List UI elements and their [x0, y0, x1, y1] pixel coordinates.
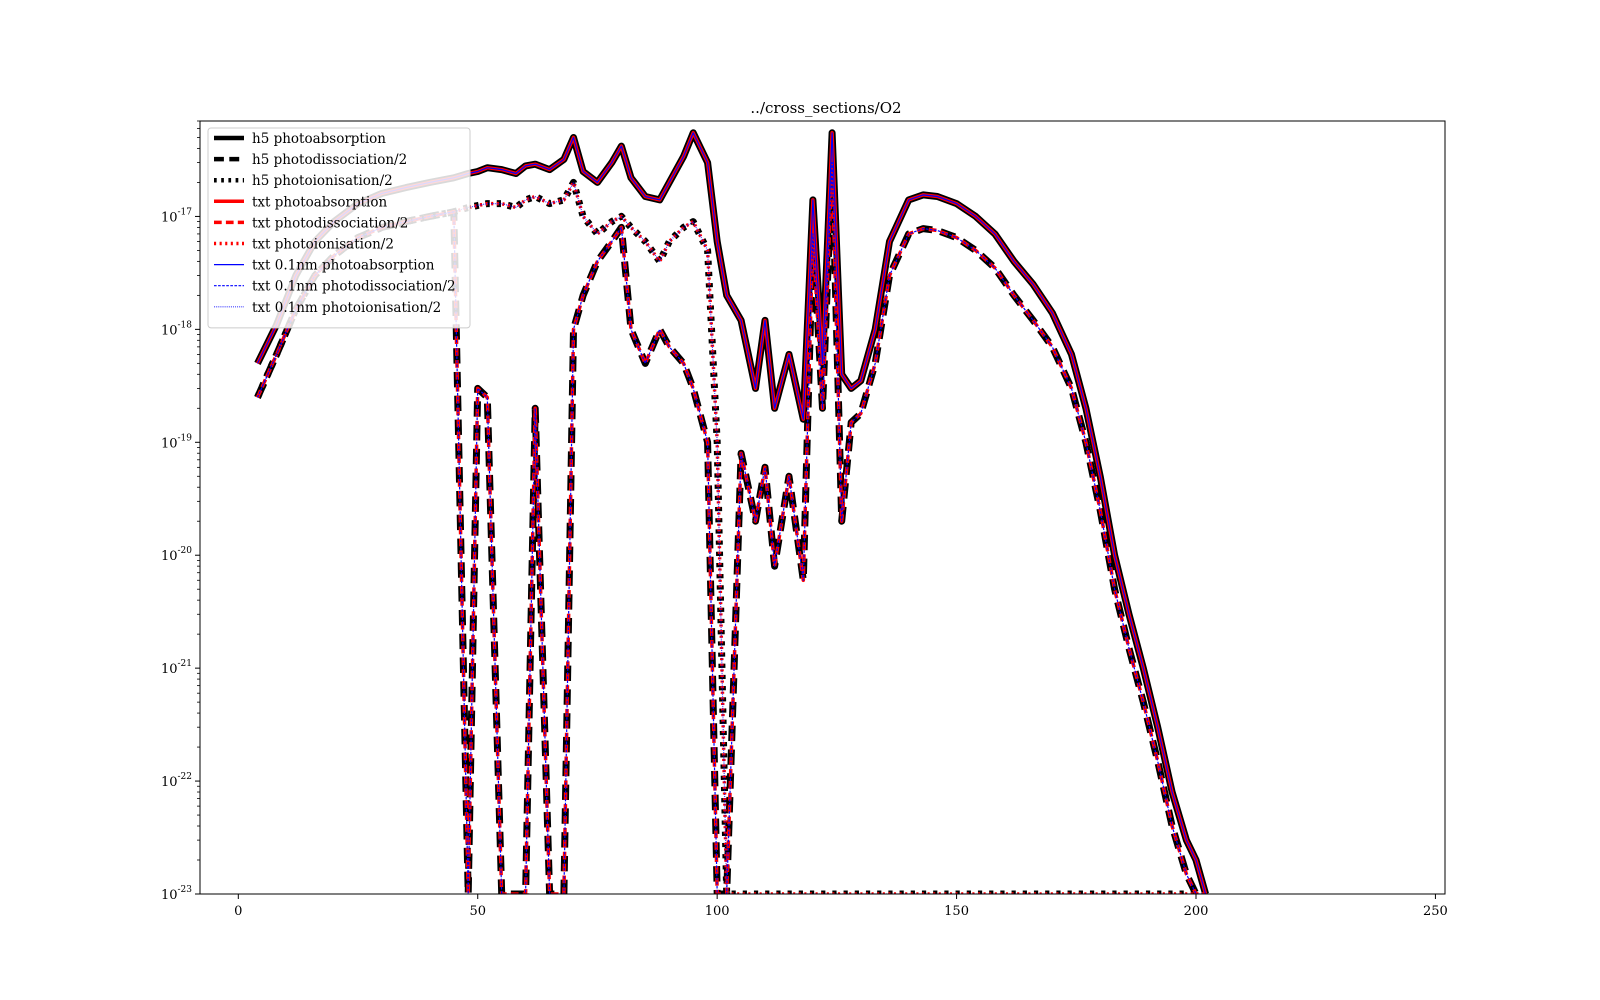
x-tick-label: 0 — [234, 904, 242, 919]
x-tick-label: 100 — [705, 904, 730, 919]
x-tick-label: 150 — [944, 904, 969, 919]
x-tick-label: 250 — [1423, 904, 1448, 919]
y-tick-label: 10-17 — [161, 207, 192, 225]
legend-label: h5 photoionisation/2 — [252, 173, 393, 189]
legend-label: h5 photoabsorption — [252, 131, 386, 147]
y-tick-label: 10-18 — [161, 320, 192, 338]
legend-label: txt 0.1nm photoionisation/2 — [252, 300, 441, 316]
legend-label: txt photoionisation/2 — [252, 237, 394, 253]
y-tick-label: 10-22 — [161, 772, 192, 790]
legend-label: txt 0.1nm photodissociation/2 — [252, 279, 456, 295]
y-tick-label: 10-23 — [161, 885, 192, 903]
legend-label: txt 0.1nm photoabsorption — [252, 258, 435, 274]
series-layer — [254, 129, 1209, 894]
chart-title: ../cross_sections/O2 — [750, 99, 901, 117]
y-tick-label: 10-19 — [161, 433, 192, 451]
y-tick-label: 10-20 — [161, 546, 192, 564]
x-tick-label: 200 — [1184, 904, 1209, 919]
series-line-8 — [256, 162, 1206, 894]
axes-frame — [199, 120, 1446, 895]
legend-label: h5 photodissociation/2 — [252, 152, 407, 168]
legend-box — [207, 127, 471, 329]
x-axis: 0 50 100 150 200 250 — [234, 894, 1448, 919]
x-tick-label: 50 — [469, 904, 486, 919]
legend: h5 photoabsorption h5 photodissociation/2… — [207, 127, 471, 329]
legend-label: txt photodissociation/2 — [252, 215, 408, 231]
y-axis: 10-23 10-22 10-21 10-20 10-19 10-18 10-17 — [161, 120, 200, 903]
series-line-7 — [256, 132, 1207, 894]
legend-label: txt photoabsorption — [252, 194, 387, 210]
y-tick-label: 10-21 — [161, 659, 192, 677]
series-line-3 — [254, 178, 1206, 894]
plot-area — [199, 120, 1446, 895]
